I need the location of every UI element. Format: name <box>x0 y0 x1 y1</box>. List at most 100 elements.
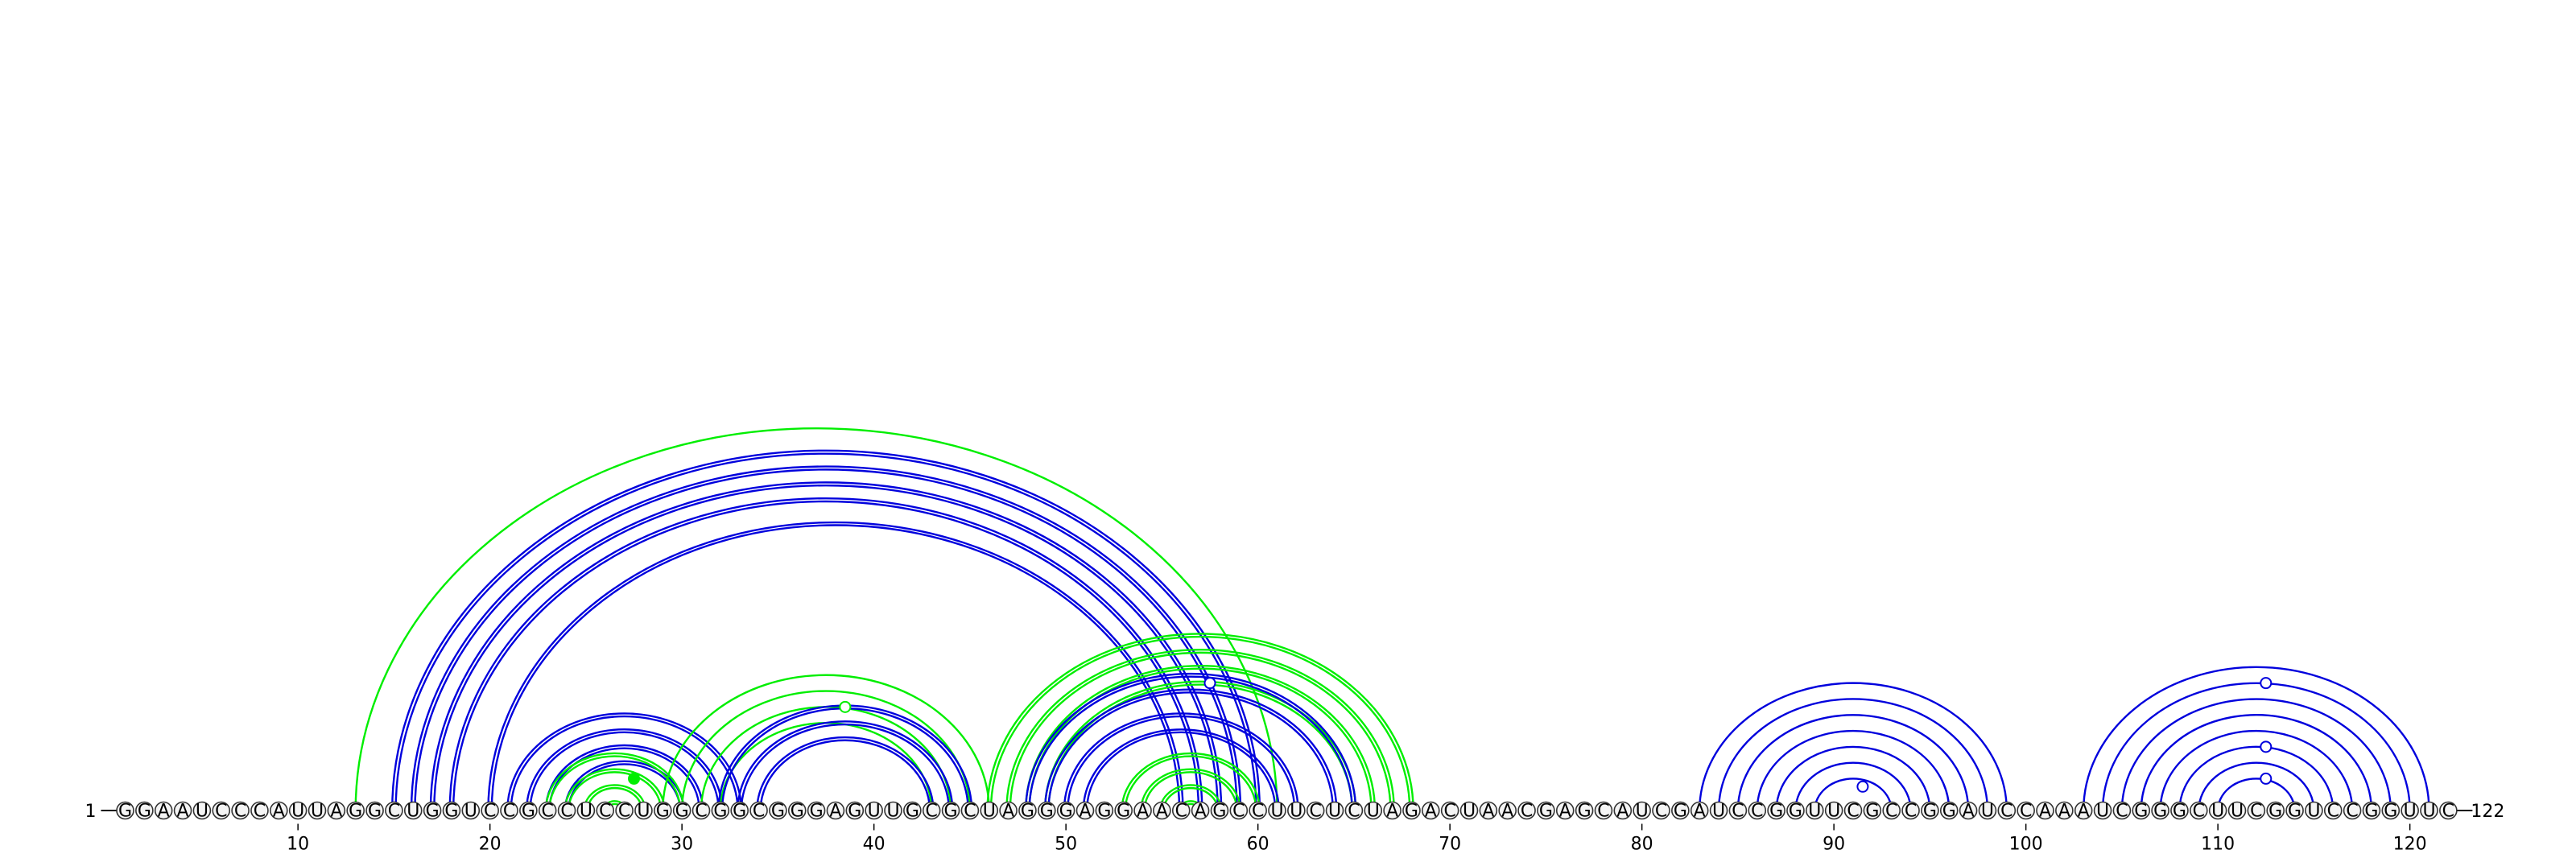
svg-text:A: A <box>1156 802 1168 822</box>
svg-text:A: A <box>1482 802 1494 822</box>
nucleotide: G <box>941 802 960 822</box>
nucleotide: G <box>1114 802 1133 822</box>
nucleotide: G <box>1038 802 1056 822</box>
nucleotide: C <box>2343 802 2362 822</box>
svg-text:C: C <box>1443 802 1455 822</box>
nucleotide: C <box>2323 802 2343 822</box>
axis-tick-label: 20 <box>479 835 502 855</box>
nucleotide: C <box>385 802 403 822</box>
nucleotide: U <box>1364 802 1383 822</box>
svg-text:G: G <box>426 802 440 822</box>
nucleotide: G <box>2381 802 2401 822</box>
nucleotide: C <box>1517 802 1536 822</box>
nucleotide: G <box>1939 802 1959 822</box>
nucleotide: G <box>1210 802 1229 822</box>
svg-text:C: C <box>1885 802 1897 822</box>
nucleotide: C <box>960 802 980 822</box>
nucleotide: A <box>2055 802 2074 822</box>
base-pair-arc <box>1140 768 1242 811</box>
svg-text:G: G <box>1578 802 1591 822</box>
nucleotide: U <box>1633 802 1651 822</box>
axis-tick-label: 60 <box>1247 835 1269 855</box>
base-pair-arc <box>1143 771 1238 811</box>
base-pair-arc <box>394 452 1257 811</box>
svg-text:C: C <box>1655 802 1667 822</box>
nucleotide: G <box>845 802 865 822</box>
svg-text:C: C <box>2116 802 2128 822</box>
nucleotide: G <box>787 802 807 822</box>
svg-text:C: C <box>1310 802 1322 822</box>
svg-text:G: G <box>522 802 535 822</box>
svg-text:C: C <box>2193 802 2205 822</box>
svg-text:G: G <box>138 802 151 822</box>
nucleotide: C <box>596 802 615 822</box>
nucleotide: C <box>212 802 231 822</box>
nucleotide: G <box>711 802 730 822</box>
nucleotide: G <box>116 802 134 822</box>
nucleotide: U <box>634 802 653 822</box>
nucleotide: U <box>865 802 883 822</box>
nucleotide: A <box>1191 802 1210 822</box>
base-pair-arc <box>1025 664 1377 811</box>
svg-text:C: C <box>1521 802 1533 822</box>
nucleotide: C <box>1901 802 1920 822</box>
svg-text:A: A <box>2039 802 2051 822</box>
base-pair-arc <box>1736 714 1970 811</box>
svg-text:G: G <box>1789 802 1802 822</box>
svg-text:U: U <box>2422 802 2435 822</box>
svg-text:G: G <box>713 802 727 822</box>
nucleotide: G <box>365 802 384 822</box>
svg-text:U: U <box>2404 802 2417 822</box>
svg-text:C: C <box>1348 802 1360 822</box>
base-pair-arc <box>759 739 931 811</box>
svg-text:A: A <box>1195 802 1207 822</box>
svg-text:C: C <box>695 802 707 822</box>
svg-text:A: A <box>1616 802 1629 822</box>
base-pair-arc <box>525 728 724 811</box>
base-pair-arc <box>1124 755 1257 811</box>
base-pair-arc <box>506 712 743 811</box>
axis-tick-label: 80 <box>1631 835 1653 855</box>
nucleotide: C <box>1344 802 1364 822</box>
svg-text:C: C <box>503 802 515 822</box>
base-pair-arc <box>354 427 1278 811</box>
nucleotide: G <box>1402 802 1421 822</box>
svg-text:U: U <box>1636 802 1649 822</box>
sequence-start-label: 1 <box>85 802 97 822</box>
svg-text:U: U <box>407 802 419 822</box>
svg-text:A: A <box>2078 802 2090 822</box>
nucleotide: U <box>884 802 902 822</box>
nucleotide: C <box>1652 802 1670 822</box>
svg-text:G: G <box>2134 802 2148 822</box>
nucleotide: C <box>2017 802 2035 822</box>
nucleotide: U <box>2208 802 2227 822</box>
svg-text:U: U <box>196 802 208 822</box>
nucleotide: U <box>461 802 481 822</box>
nucleotide: G <box>2362 802 2381 822</box>
axis-tick-label: 110 <box>2201 835 2235 855</box>
loop-marker <box>628 772 641 785</box>
svg-text:G: G <box>2153 802 2167 822</box>
base-pair-arc <box>548 747 700 811</box>
svg-text:G: G <box>1405 802 1418 822</box>
svg-text:G: G <box>368 802 382 822</box>
nucleotide: A <box>327 802 346 822</box>
svg-text:C: C <box>2250 802 2262 822</box>
svg-text:U: U <box>1270 802 1283 822</box>
svg-text:C: C <box>599 802 611 822</box>
nucleotide: U <box>2401 802 2419 822</box>
nucleotide: A <box>1555 802 1575 822</box>
svg-text:G: G <box>771 802 785 822</box>
base-pair-arc <box>410 465 1242 811</box>
base-pair-arcs <box>354 427 2430 811</box>
nucleotide: C <box>2247 802 2266 822</box>
svg-text:A: A <box>1425 802 1437 822</box>
svg-text:G: G <box>1021 802 1034 822</box>
nucleotide: C <box>2112 802 2132 822</box>
svg-text:A: A <box>1137 802 1149 822</box>
svg-text:A: A <box>330 802 342 822</box>
svg-text:G: G <box>906 802 919 822</box>
base-pair-arc <box>1159 784 1223 811</box>
nucleotide: G <box>807 802 826 822</box>
loop-marker <box>2260 772 2273 785</box>
